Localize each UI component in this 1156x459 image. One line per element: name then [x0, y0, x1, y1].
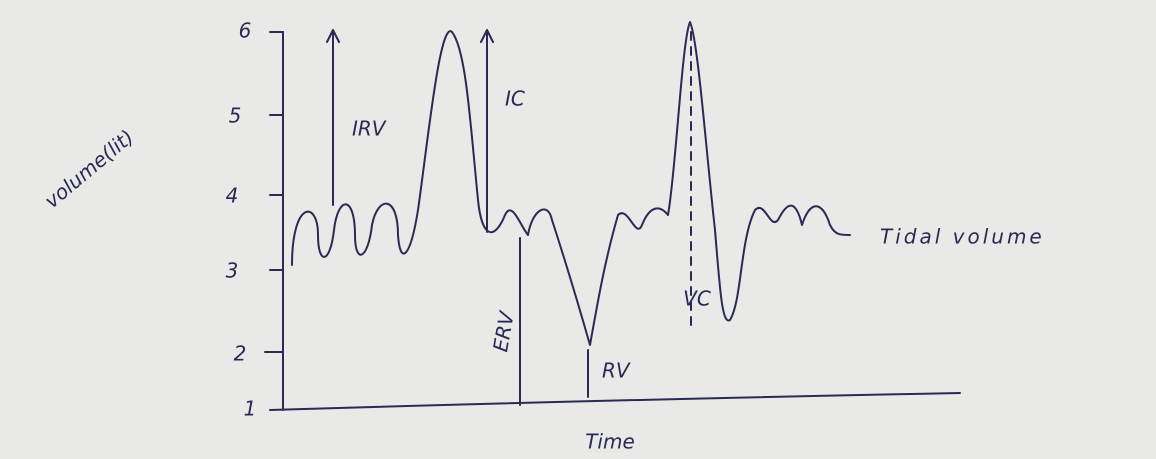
rv-label: RV: [602, 359, 631, 383]
x-axis-label: Time: [585, 430, 635, 454]
vc-label: VC: [683, 287, 711, 311]
tidal-volume-label: Tidal volume: [880, 225, 1045, 249]
spirogram-diagram: 6 5 4 3 2 1 volume(lit) Time IRV IC ERV …: [0, 0, 1156, 459]
ic-label: IC: [505, 87, 525, 111]
page: {"y_axis": {"label": "volume(lit)", "tic…: [0, 0, 1156, 459]
y-tick-label: 5: [229, 104, 242, 128]
y-tick-label: 3: [226, 259, 239, 283]
irv-label: IRV: [352, 117, 387, 141]
y-tick-label: 6: [239, 19, 252, 43]
y-tick-label: 1: [244, 397, 257, 421]
y-tick-label: 2: [234, 342, 247, 366]
y-tick-label: 4: [226, 184, 239, 208]
